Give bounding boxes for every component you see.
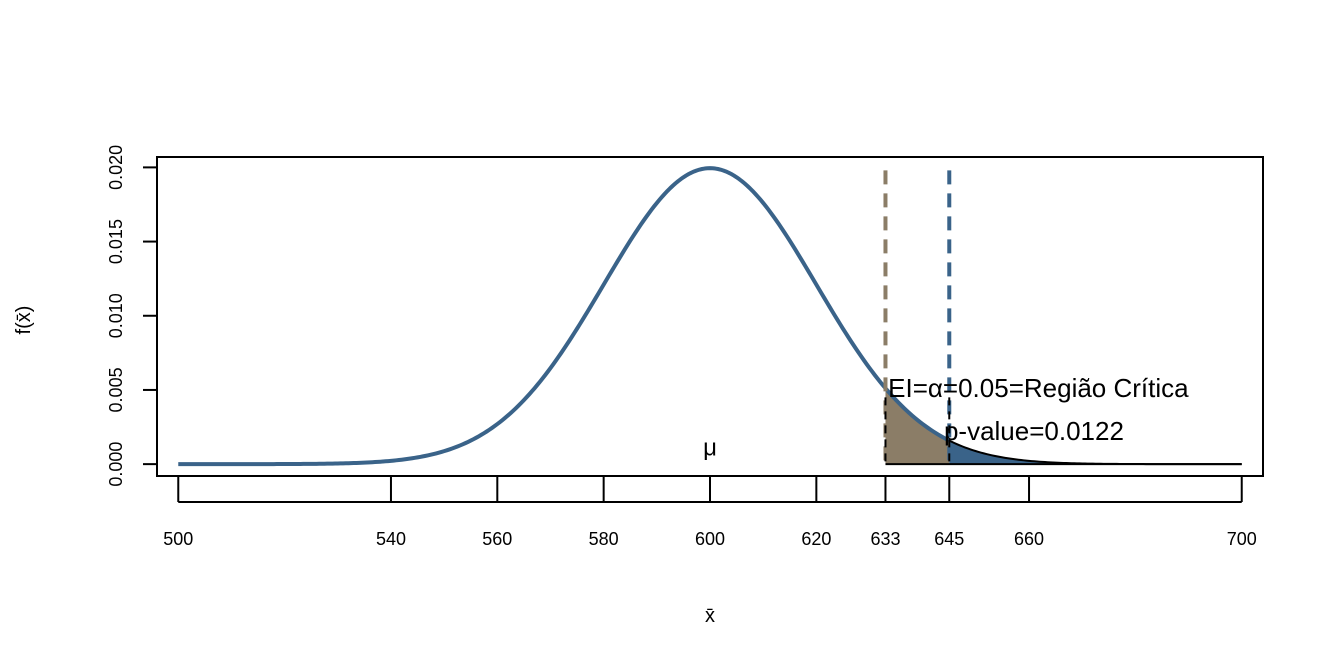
x-tick-label: 580	[589, 529, 619, 549]
axes: 0.000 0.005 0.010 0.015 0.020 500 540 560 580 600…	[106, 145, 1264, 549]
vertical-lines	[883, 170, 952, 463]
density-curve-group	[178, 166, 951, 467]
x-tick-label: 600	[695, 529, 725, 549]
x-tick-label: 560	[482, 529, 512, 549]
y-tick-label: 0.005	[106, 367, 126, 412]
shaded-region-2	[949, 440, 1242, 465]
critical-region-label: EI=α=0.05=Região Crítica	[888, 373, 1189, 403]
x-tick-label: 500	[163, 529, 193, 549]
x-tick-label: 540	[376, 529, 406, 549]
y-tick-label: 0.015	[106, 219, 126, 264]
annotations: EI=α=0.05=Região Crítica p-value=0.0122 μ	[703, 373, 1189, 462]
p-value-label: p-value=0.0122	[944, 416, 1124, 446]
x-tick-label: 660	[1014, 529, 1044, 549]
tail-outline	[948, 439, 1242, 466]
x-tick-label: 620	[801, 529, 831, 549]
y-tick-label: 0.000	[106, 442, 126, 487]
x-tick-label: 633	[870, 529, 900, 549]
y-axis-title: f(x̄)	[13, 306, 35, 335]
x-tick-label: 700	[1227, 529, 1257, 549]
x-tick-label: 645	[934, 529, 964, 549]
x-axis-title: x̄	[705, 605, 715, 627]
y-tick-label: 0.010	[106, 293, 126, 338]
density-curve	[178, 166, 951, 467]
mu-label: μ	[703, 435, 717, 462]
y-tick-label: 0.020	[106, 145, 126, 190]
